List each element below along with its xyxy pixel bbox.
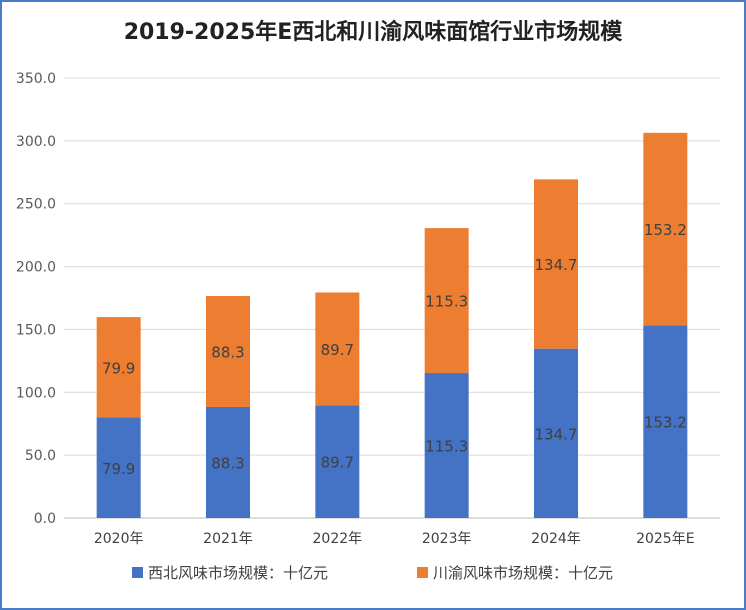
data-label: 134.7 — [535, 425, 578, 443]
y-tick-label: 150.0 — [16, 322, 56, 338]
data-label: 134.7 — [535, 256, 578, 274]
y-tick-label: 350.0 — [16, 71, 56, 87]
x-tick-label: 2025年E — [636, 531, 694, 547]
bar-segment — [96, 417, 141, 518]
x-tick-label: 2020年 — [94, 531, 144, 547]
y-tick-label: 250.0 — [16, 197, 56, 213]
x-tick-label: 2022年 — [313, 531, 363, 547]
legend-label-northwest: 西北风味市场规模：十亿元 — [148, 564, 329, 582]
bar-segment — [206, 295, 250, 407]
legend-swatch-northwest — [132, 567, 143, 578]
legend-item-northwest: 西北风味市场规模：十亿元 — [132, 562, 328, 583]
bar-segment — [315, 405, 360, 518]
data-label: 153.2 — [644, 414, 687, 432]
legend-item-sichuan-chongqing: 川渝风味市场规模：十亿元 — [417, 562, 613, 583]
bar-segment — [96, 317, 141, 418]
bar-segment — [643, 132, 688, 326]
legend-swatch-sichuan-chongqing — [417, 567, 428, 578]
bar-segment — [424, 373, 469, 518]
bar-segment — [315, 292, 360, 406]
y-tick-label: 100.0 — [16, 385, 56, 401]
data-label: 89.7 — [321, 341, 354, 359]
data-label: 115.3 — [425, 293, 468, 311]
x-tick-label: 2024年 — [531, 531, 581, 547]
data-label: 88.3 — [211, 454, 244, 472]
chart-title: 2019-2025年E西北和川渝风味面馆行业市场规模 — [123, 20, 623, 45]
bar-segment — [206, 406, 250, 518]
data-label: 79.9 — [102, 460, 135, 478]
data-label: 115.3 — [425, 438, 468, 456]
data-label: 88.3 — [211, 343, 244, 361]
data-label: 89.7 — [321, 454, 354, 472]
y-tick-label: 50.0 — [25, 448, 56, 464]
legend-label-sichuan-chongqing: 川渝风味市场规模：十亿元 — [433, 564, 614, 582]
data-label: 153.2 — [644, 221, 687, 239]
y-tick-label: 200.0 — [16, 260, 56, 276]
data-label: 79.9 — [102, 359, 135, 377]
bar-segment — [534, 179, 578, 349]
x-tick-label: 2023年 — [422, 531, 472, 547]
bar-segment — [424, 228, 469, 374]
bar-segment — [643, 325, 688, 518]
x-tick-label: 2021年 — [203, 531, 253, 547]
y-tick-label: 0.0 — [34, 511, 56, 527]
bar-segment — [534, 348, 578, 518]
y-tick-label: 300.0 — [16, 134, 56, 150]
